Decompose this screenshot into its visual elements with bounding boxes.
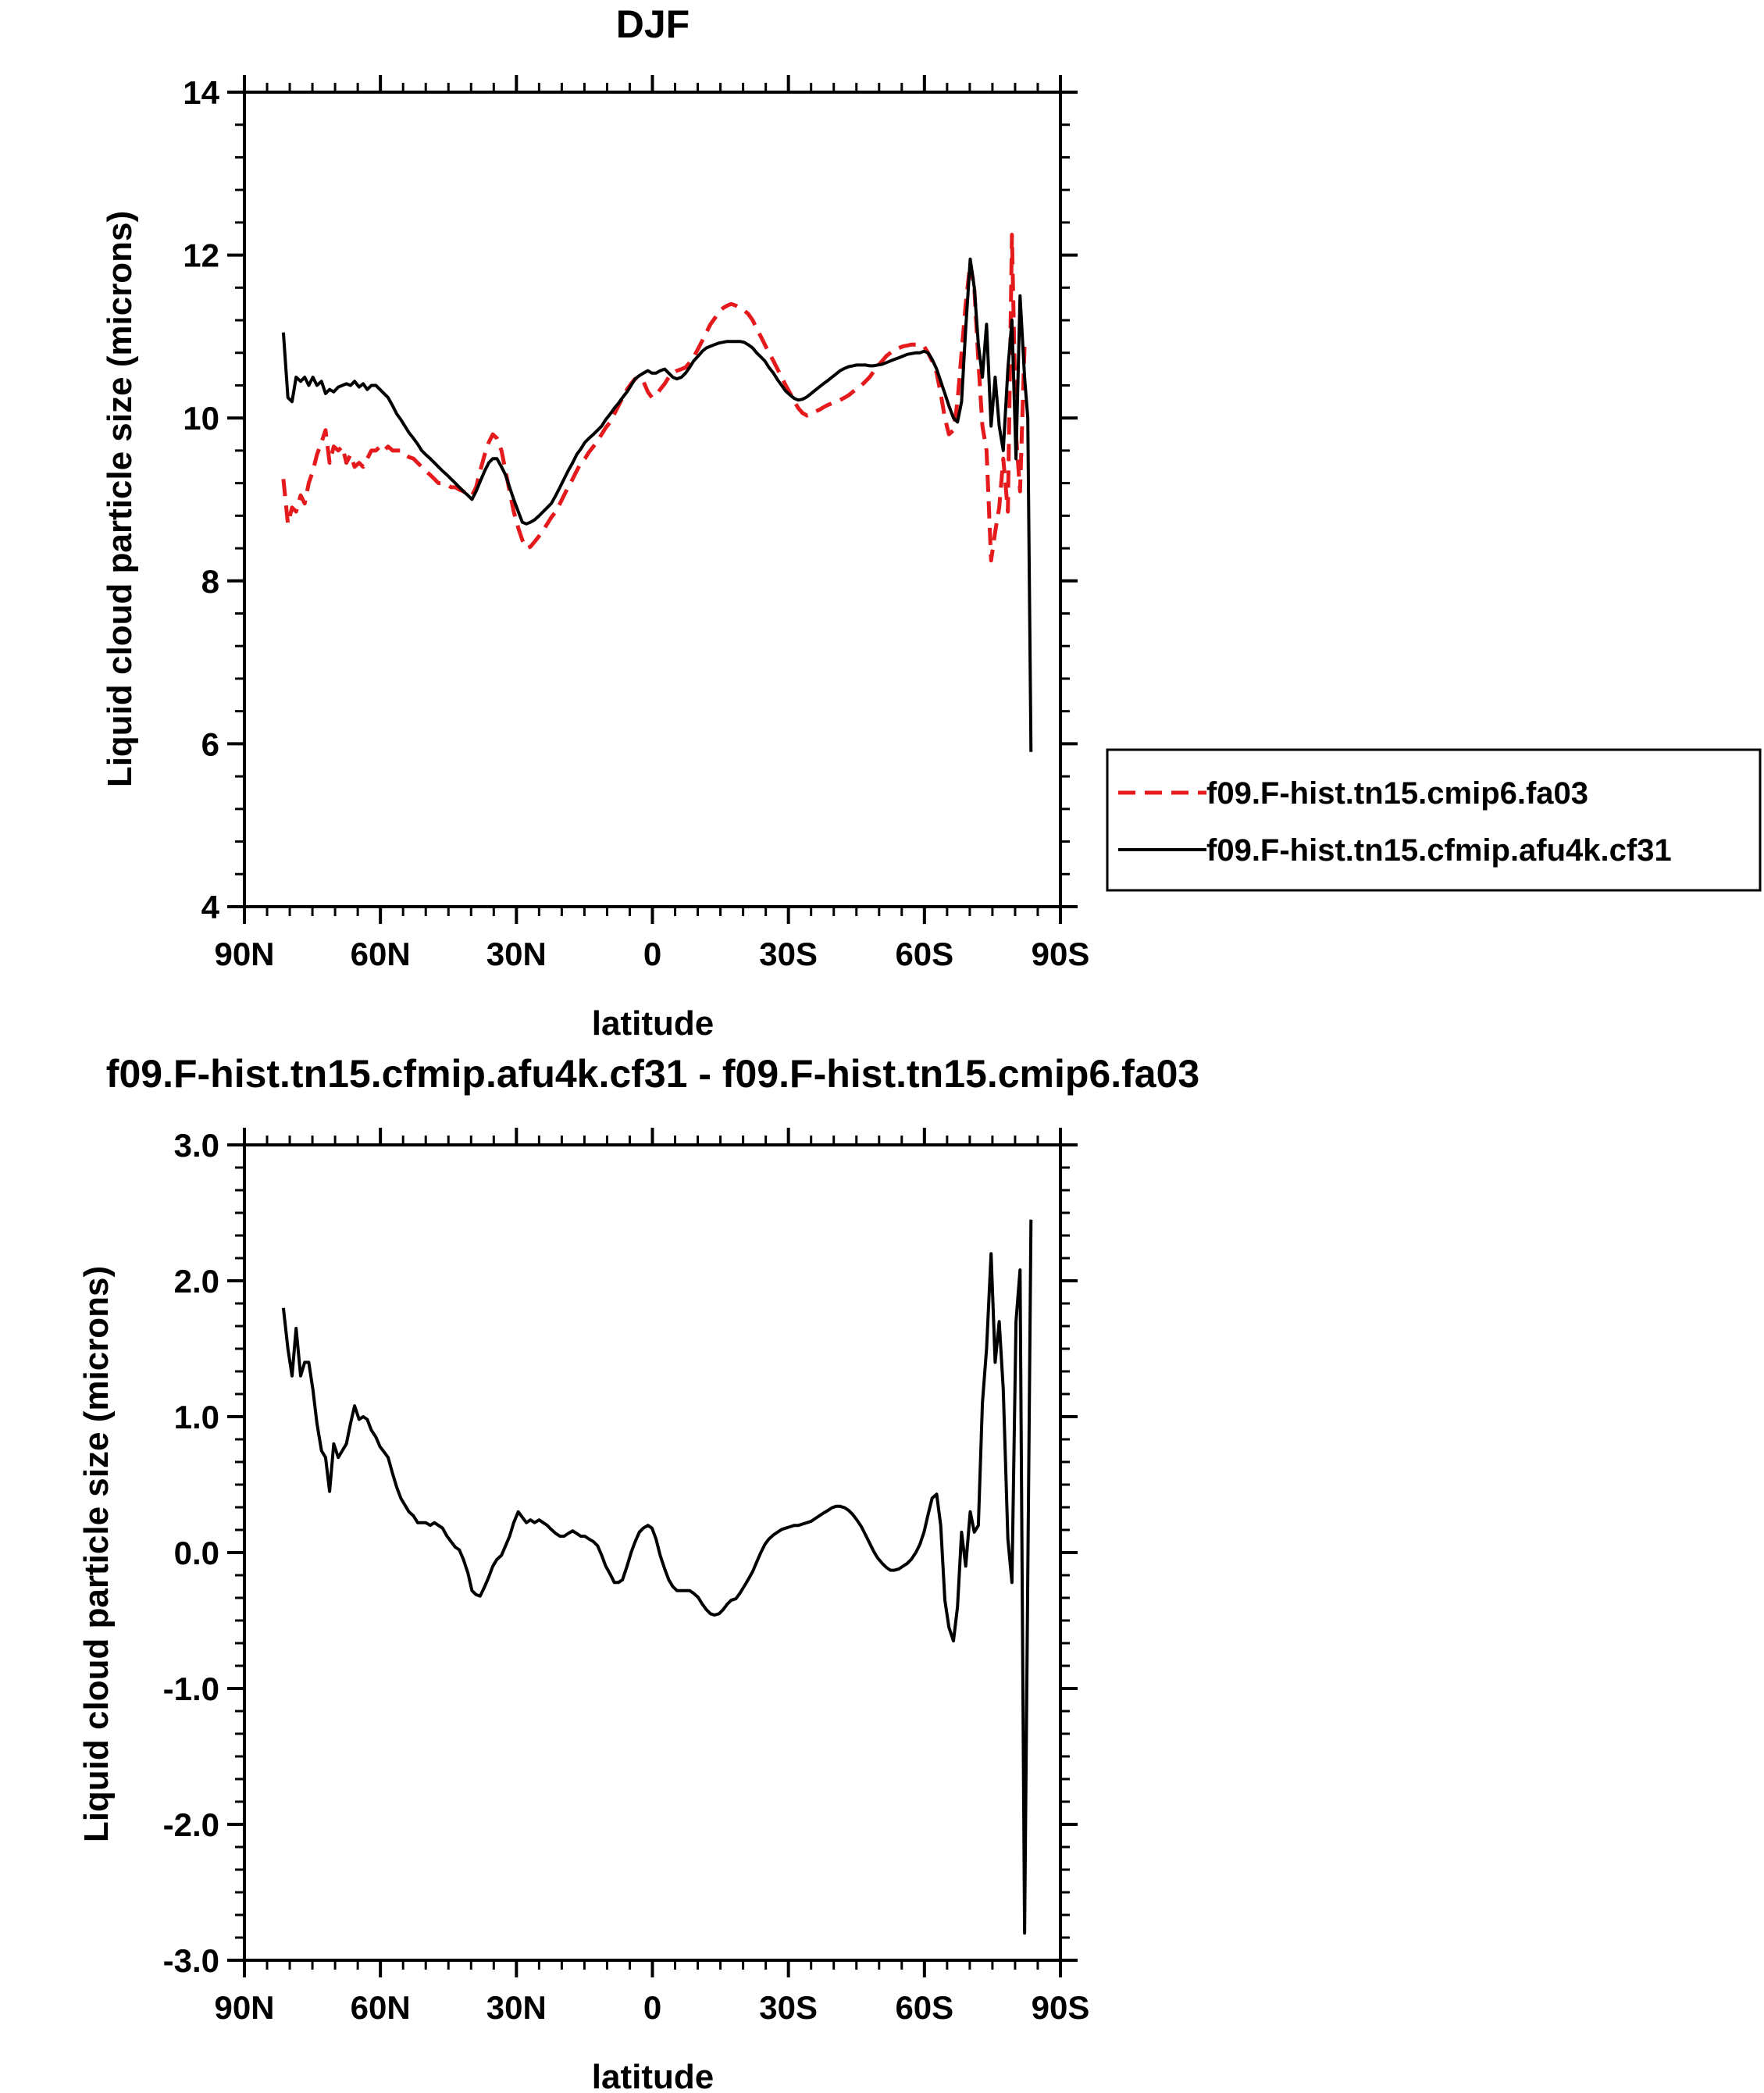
- x-tick-label: 60N: [351, 936, 411, 972]
- x-tick-label: 0: [643, 936, 661, 972]
- y-tick-label: -3.0: [163, 1942, 219, 1979]
- top-panel-x-axis-label: latitude: [592, 1004, 714, 1043]
- y-tick-label: 10: [183, 400, 219, 437]
- x-tick-label: 0: [643, 1989, 661, 2026]
- bottom-panel: f09.F-hist.tn15.cfmip.afu4k.cf31 - f09.F…: [77, 1052, 1199, 2093]
- x-tick-label: 90N: [214, 936, 274, 972]
- top-panel-title: DJF: [616, 2, 690, 46]
- top-panel-y-axis-label: Liquid cloud particle size (microns): [101, 211, 139, 787]
- y-tick-label: 2.0: [174, 1263, 219, 1300]
- bottom-panel-y-axis-label: Liquid cloud particle size (microns): [77, 1266, 116, 1842]
- legend-box: [1106, 748, 1762, 892]
- y-tick-label: 4: [201, 889, 220, 925]
- x-tick-label: 90S: [1032, 936, 1090, 972]
- legend-label-cmip6: f09.F-hist.tn15.cmip6.fa03: [1206, 776, 1588, 811]
- y-tick-label: 14: [183, 74, 219, 111]
- top-panel-series: [281, 233, 1033, 752]
- bottom-panel-series: [281, 1219, 1033, 1935]
- x-tick-label: 90N: [214, 1989, 274, 2026]
- x-tick-label: 60N: [351, 1989, 411, 2026]
- bottom-panel-x-axis: 90N 60N 30N 0 30S 60S 90S: [214, 1128, 1089, 2026]
- series-line-1: [281, 1219, 1033, 1935]
- series-line-2: [281, 257, 1033, 752]
- top-panel-plot-frame: [243, 91, 1062, 908]
- y-tick-label: 8: [201, 563, 219, 600]
- x-tick-label: 30S: [759, 936, 818, 972]
- x-tick-label: 60S: [895, 1989, 953, 2026]
- top-panel: DJF 90N 60N 30N 0 30S 60S 90S 4 6 8 10 12 14 latitu…: [101, 2, 1762, 1043]
- x-tick-label: 30N: [486, 1989, 547, 2026]
- y-tick-label: -2.0: [163, 1806, 219, 1843]
- y-tick-label: 6: [201, 726, 219, 762]
- bottom-panel-x-axis-label: latitude: [592, 2058, 714, 2093]
- y-tick-label: 1.0: [174, 1399, 219, 1435]
- y-tick-label: 12: [183, 237, 219, 274]
- legend-label-cfmip: f09.F-hist.tn15.cfmip.afu4k.cf31: [1206, 833, 1672, 868]
- x-tick-label: 60S: [895, 936, 953, 972]
- x-tick-label: 30N: [486, 936, 547, 972]
- x-tick-label: 30S: [759, 1989, 818, 2026]
- y-tick-label: 3.0: [174, 1127, 219, 1164]
- y-tick-label: 0.0: [174, 1535, 219, 1571]
- legend: f09.F-hist.tn15.cmip6.fa03 f09.F-hist.tn…: [1106, 748, 1762, 892]
- bottom-panel-title: f09.F-hist.tn15.cfmip.afu4k.cf31 - f09.F…: [106, 1052, 1199, 1096]
- x-tick-label: 90S: [1032, 1989, 1090, 2026]
- y-tick-label: -1.0: [163, 1670, 219, 1707]
- top-panel-x-axis: 90N 60N 30N 0 30S 60S 90S: [214, 75, 1089, 972]
- bottom-panel-y-axis: -3.0 -2.0 -1.0 0.0 1.0 2.0 3.0: [163, 1127, 1078, 1979]
- bottom-panel-plot-frame: [243, 1143, 1062, 1962]
- top-panel-y-axis: 4 6 8 10 12 14: [183, 74, 1078, 925]
- series-line-1: [281, 233, 1027, 563]
